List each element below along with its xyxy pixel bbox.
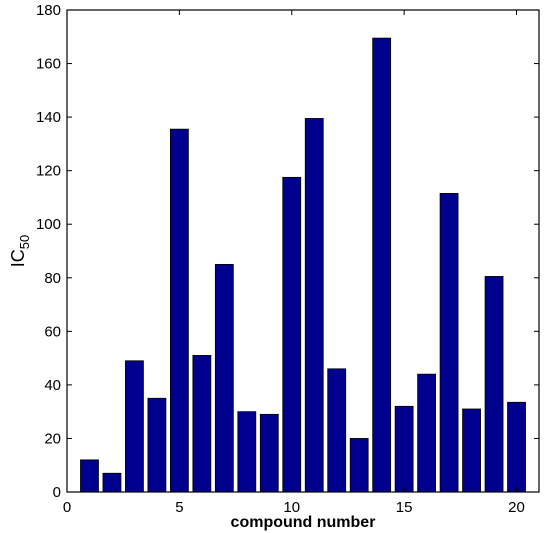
y-tick-label: 20	[44, 430, 61, 447]
svg-text:IC50: IC50	[8, 235, 32, 267]
y-tick-label: 60	[44, 323, 61, 340]
bar-compound-17	[439, 193, 459, 493]
bar-compound-11	[304, 118, 324, 493]
plot-area	[67, 10, 539, 492]
y-axis: 0 20 40 60 80 100 120 140 160 180	[36, 2, 539, 501]
x-axis-title: compound number	[231, 514, 376, 531]
x-tick-label: 0	[63, 499, 71, 516]
y-tick-label: 80	[44, 270, 61, 287]
bar-compound-4	[147, 397, 167, 493]
y-tick-label: 40	[44, 377, 61, 394]
y-axis-title: IC50	[8, 235, 32, 267]
y-tick-label: 140	[36, 109, 61, 126]
y-axis-title-main: IC	[8, 249, 28, 267]
x-tick-label: 15	[396, 499, 413, 516]
bars-group	[80, 37, 526, 493]
x-tick-label: 20	[508, 499, 525, 516]
plot-frame	[66, 9, 540, 493]
x-tick-label: 5	[175, 499, 183, 516]
bar-compound-3	[125, 360, 144, 493]
y-tick-label: 100	[36, 216, 61, 233]
x-tick-label: 10	[283, 499, 300, 516]
bar-compound-2	[102, 472, 122, 493]
bar-compound-6	[192, 355, 212, 493]
bar-compound-14	[372, 37, 392, 493]
bar-compound-1	[80, 459, 99, 493]
bar-compound-18	[462, 408, 481, 493]
bar-compound-9	[259, 413, 279, 493]
bar-compound-19	[484, 276, 504, 493]
bar-compound-10	[282, 176, 302, 493]
bar-compound-13	[349, 438, 369, 493]
x-axis: 0 5 10 15 20	[63, 10, 525, 516]
bar-compound-5	[169, 128, 189, 493]
y-tick-label: 120	[36, 163, 61, 180]
bar-compound-8	[237, 411, 257, 493]
y-axis-title-subscript: 50	[17, 235, 32, 249]
bar-compound-20	[507, 401, 526, 493]
bar-compound-7	[214, 263, 234, 493]
bar-compound-12	[327, 368, 347, 493]
y-tick-label: 180	[36, 2, 61, 19]
bar-compound-16	[417, 373, 437, 493]
y-tick-label: 0	[53, 484, 61, 501]
y-tick-label: 160	[36, 56, 61, 73]
bar-compound-15	[394, 405, 414, 493]
